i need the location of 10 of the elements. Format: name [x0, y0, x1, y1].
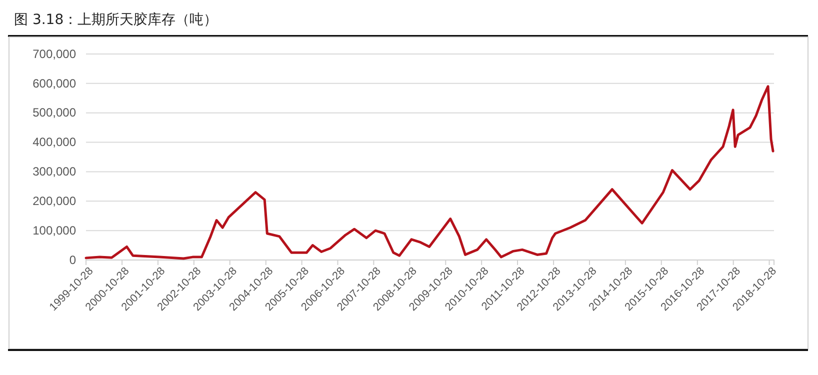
y-tick-label: 300,000	[32, 164, 76, 179]
line-series	[84, 85, 774, 260]
chart-title: 图 3.18：上期所天胶库存（吨）	[14, 12, 218, 28]
y-tick-label: 0	[69, 252, 76, 267]
y-tick-label: 600,000	[32, 76, 76, 90]
y-tick-label: 500,000	[32, 106, 76, 120]
y-tick-label: 200,000	[32, 194, 76, 208]
y-tick-label: 100,000	[32, 223, 76, 238]
y-tick-label: 400,000	[32, 135, 76, 150]
y-tick-label: 700,000	[32, 46, 76, 61]
